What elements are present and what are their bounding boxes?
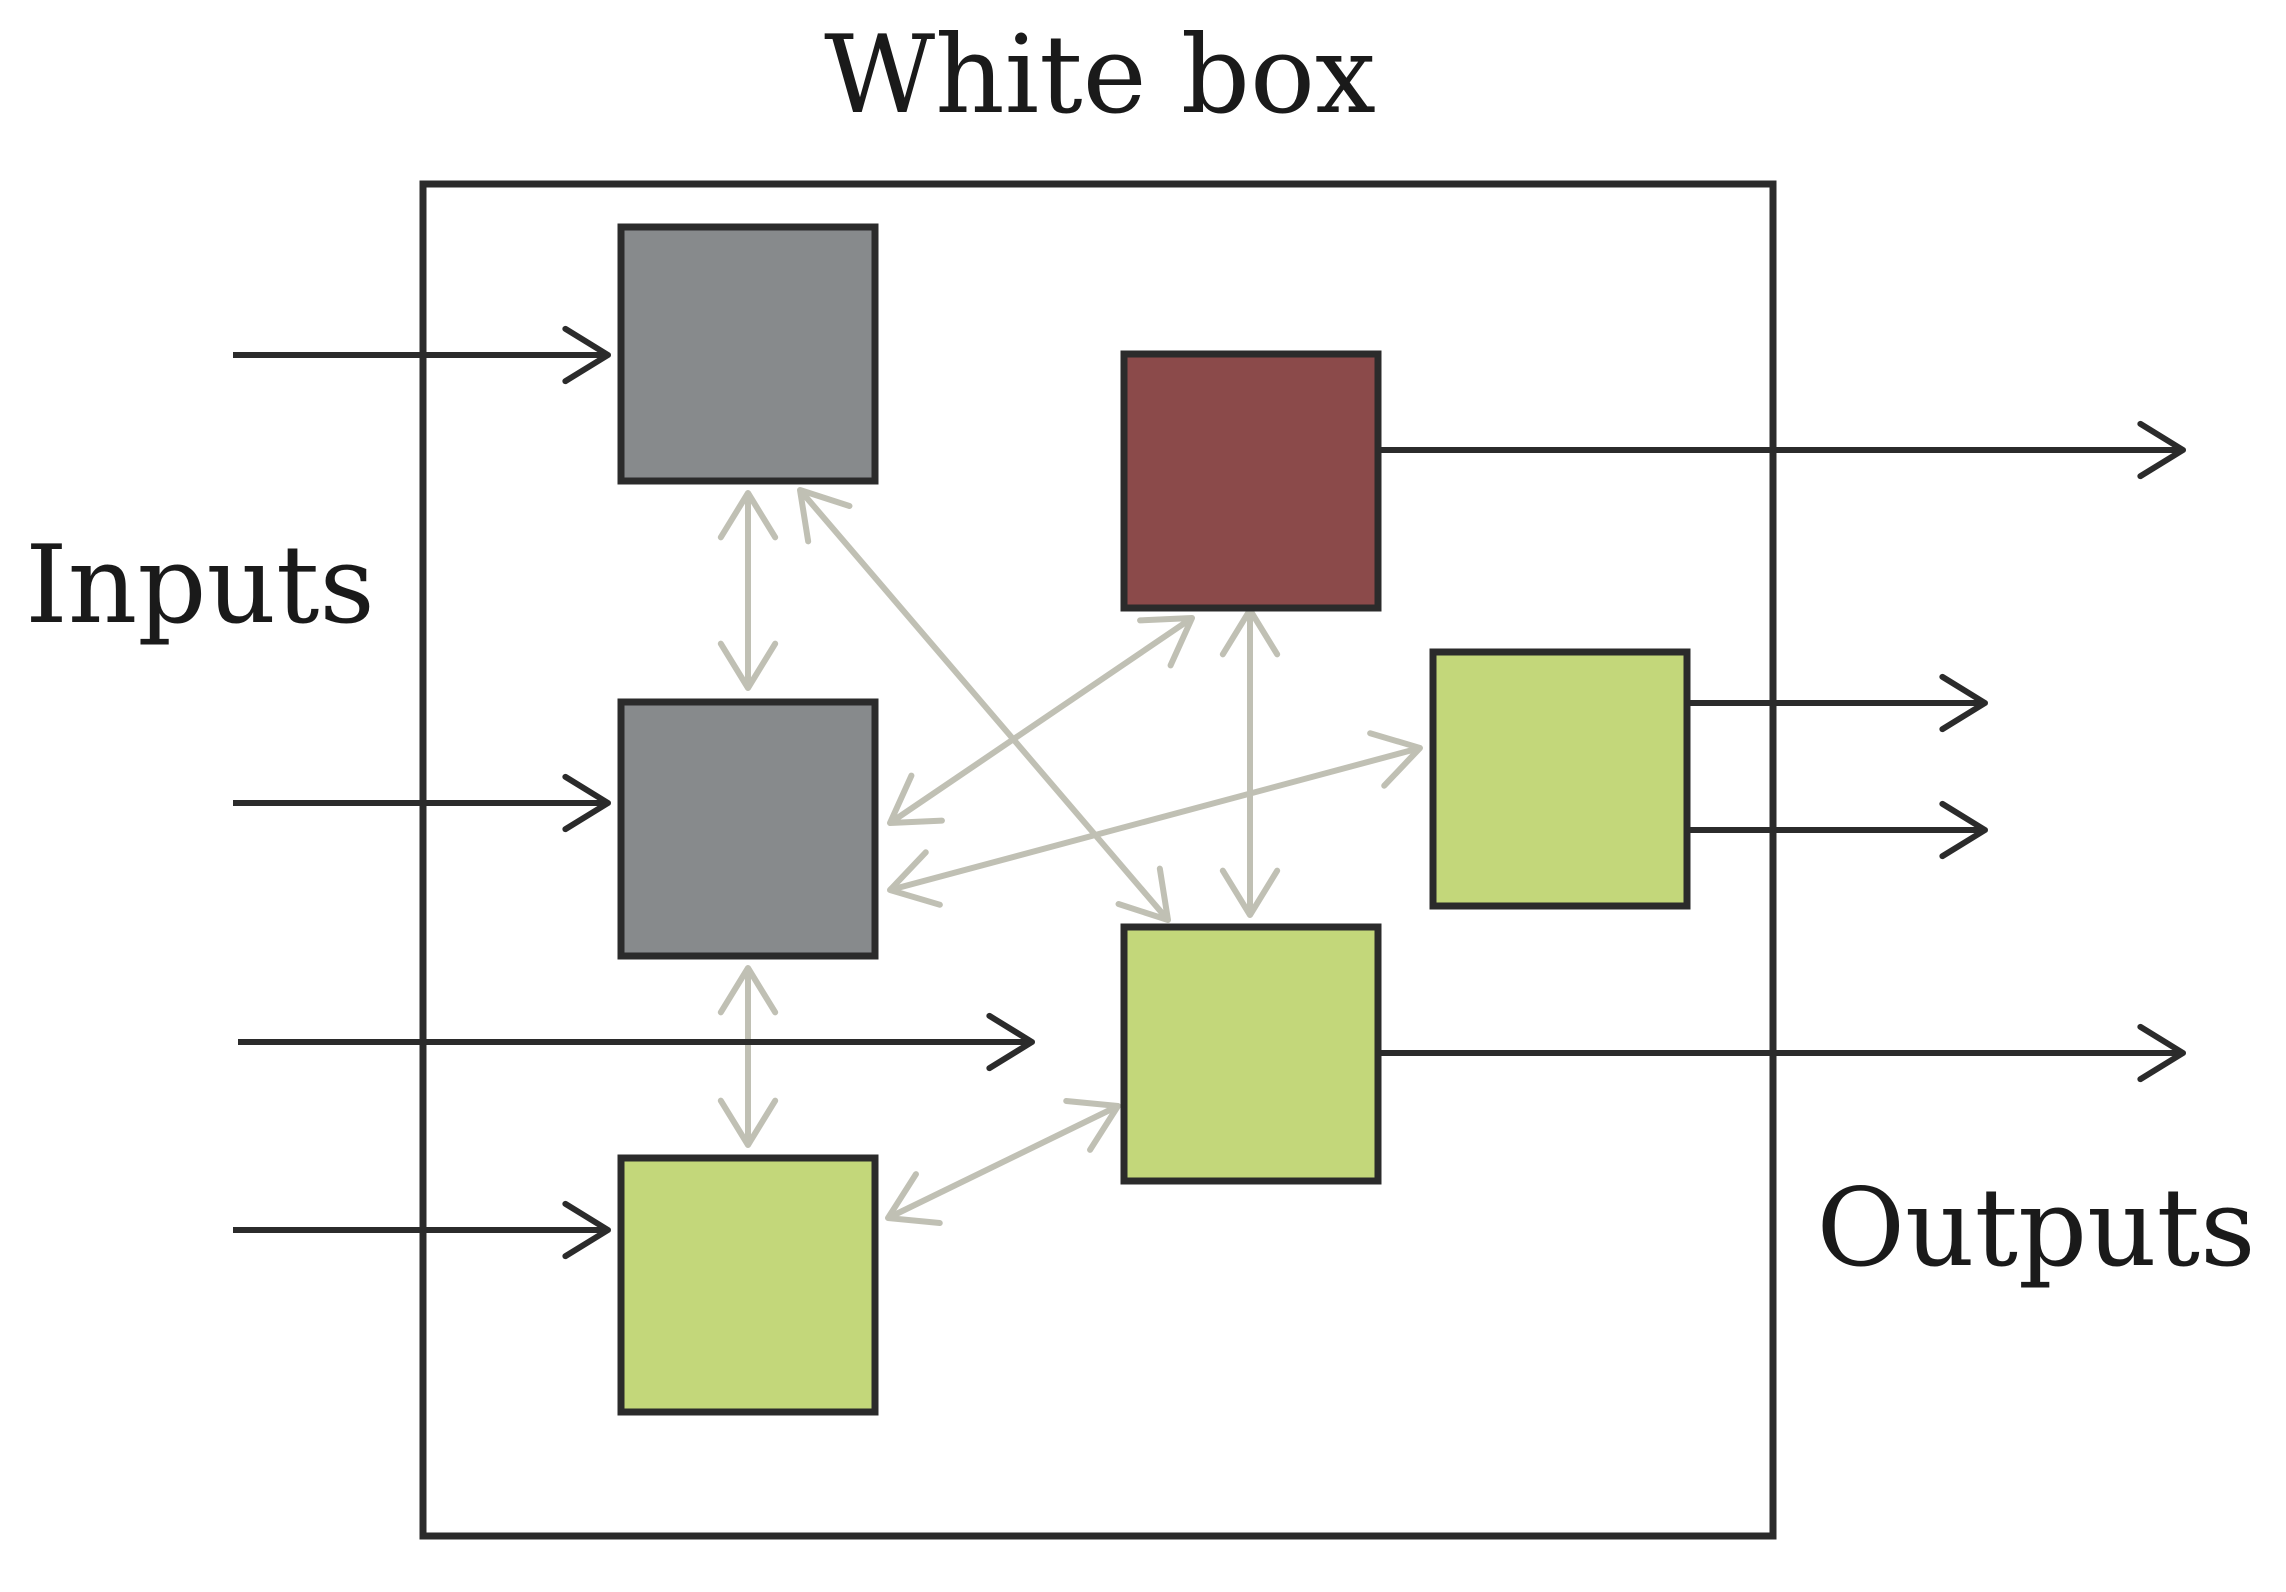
link-arrowhead — [1367, 730, 1423, 789]
input-arrow-head — [562, 325, 611, 385]
node-red — [1120, 350, 1382, 612]
link-arrowhead — [885, 1171, 943, 1227]
inputs-label: Inputs — [25, 523, 375, 648]
io-arrows — [233, 325, 2186, 1260]
output-arrow-head — [1939, 673, 1988, 733]
link-arrowhead — [717, 965, 779, 1016]
internal-link — [889, 745, 1421, 893]
node-gray-middle — [617, 698, 879, 960]
link-arrowhead — [717, 490, 779, 541]
white-box-frame — [419, 180, 1777, 1540]
link-arrowhead — [887, 849, 943, 908]
input-arrow-head — [562, 1200, 611, 1260]
output-arrow-head — [1939, 800, 1988, 860]
link-arrowhead — [717, 1097, 779, 1148]
output-arrow-head — [2137, 1023, 2186, 1083]
internal-link — [888, 615, 1194, 826]
internal-link — [797, 488, 1171, 922]
link-arrowhead — [1063, 1097, 1121, 1153]
outputs-label: Outputs — [1816, 1166, 2255, 1291]
link-arrowhead — [1137, 615, 1195, 669]
input-arrow-head — [986, 1012, 1035, 1072]
input-arrow-head — [562, 773, 611, 833]
nodes — [617, 223, 1691, 1416]
output-arrow-head — [2137, 420, 2186, 480]
link-arrowhead — [887, 772, 945, 826]
internal-links — [717, 487, 1423, 1227]
internal-link — [886, 1103, 1120, 1221]
link-arrowhead — [717, 640, 779, 691]
diagram-title: White box — [824, 13, 1376, 138]
link-arrowhead — [797, 487, 853, 545]
link-arrowhead — [1219, 867, 1281, 918]
link-arrowhead — [1115, 865, 1171, 923]
node-green-bottom-left — [617, 1154, 879, 1416]
node-green-center — [1120, 923, 1382, 1185]
node-gray-top — [617, 223, 879, 485]
node-green-right — [1429, 648, 1691, 910]
